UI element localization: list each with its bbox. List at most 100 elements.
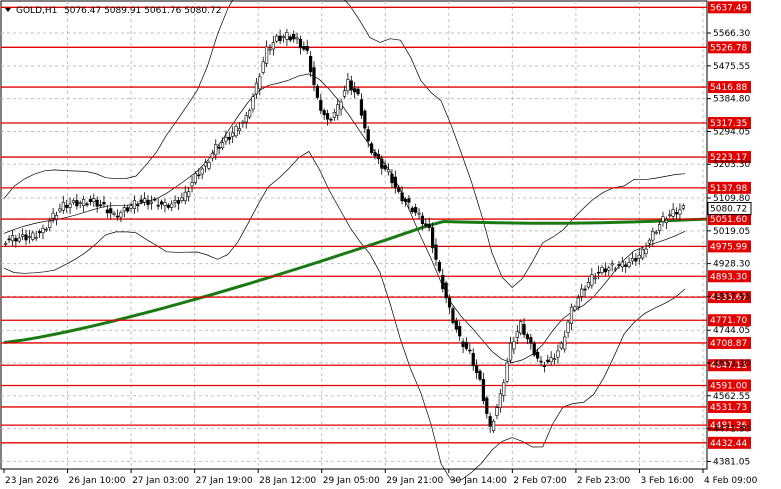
time-axis: 23 Jan 2026 26 Jan 10:00 27 Jan 03:00 27 Ja… bbox=[3, 469, 758, 486]
candle-body bbox=[597, 271, 601, 274]
candle-body bbox=[668, 214, 672, 217]
candle-body bbox=[37, 231, 42, 234]
candle-body bbox=[305, 45, 309, 51]
candle-body bbox=[278, 35, 282, 41]
candle-body bbox=[603, 268, 607, 273]
y-tick-label: 4928.30 bbox=[713, 260, 750, 270]
candle-body bbox=[85, 203, 89, 206]
level-label: 5317.35 bbox=[710, 119, 747, 129]
candle-body bbox=[98, 204, 103, 207]
candle-body bbox=[458, 326, 462, 337]
candle-body bbox=[244, 115, 248, 123]
candle-body bbox=[237, 128, 242, 132]
candle-body bbox=[312, 67, 316, 86]
candle-body bbox=[600, 267, 604, 273]
candle-body bbox=[370, 143, 374, 153]
candle-body bbox=[180, 197, 184, 201]
candle-body bbox=[139, 199, 143, 203]
x-tick-label: 27 Jan 19:00 bbox=[196, 476, 253, 486]
candle-body bbox=[92, 198, 96, 203]
candle-body bbox=[491, 420, 496, 431]
candle-body bbox=[613, 268, 618, 271]
candle-body bbox=[654, 231, 658, 234]
y-tick-label: 5203.30 bbox=[713, 160, 750, 170]
candle-body bbox=[478, 370, 482, 380]
candle-body bbox=[532, 342, 536, 356]
candle-body bbox=[112, 212, 116, 215]
candle-body bbox=[176, 200, 181, 204]
x-tick-label: 2 Feb 23:00 bbox=[577, 476, 631, 486]
candle-body bbox=[102, 201, 106, 205]
candle-body bbox=[153, 198, 157, 201]
candle-body bbox=[173, 200, 177, 203]
candle-body bbox=[590, 274, 594, 286]
candle-body bbox=[539, 360, 543, 363]
candle-body bbox=[203, 162, 208, 167]
level-label: 4591.00 bbox=[710, 382, 747, 392]
candle-body bbox=[207, 162, 211, 169]
moving-average bbox=[3, 217, 708, 344]
level-tag bbox=[708, 213, 751, 226]
candle-body bbox=[268, 48, 272, 51]
candle-body bbox=[254, 82, 259, 95]
candle-body bbox=[156, 204, 160, 207]
support-resistance-levels: 5637.49 5526.78 5416.88 5317.35 5223.17 5137.… bbox=[1, 1, 751, 449]
level-label: 5137.98 bbox=[710, 184, 747, 194]
level-tag bbox=[708, 359, 751, 372]
candle-body bbox=[65, 204, 69, 208]
candle-body bbox=[34, 236, 38, 239]
candle-body bbox=[512, 341, 516, 350]
candle-body bbox=[51, 212, 55, 219]
dropdown-icon[interactable] bbox=[5, 8, 11, 12]
candle-body bbox=[336, 104, 340, 116]
candle-body bbox=[271, 42, 275, 50]
y-tick-label: 5294.05 bbox=[713, 127, 750, 137]
x-tick-label: 28 Jan 12:00 bbox=[259, 476, 316, 486]
level-tag bbox=[708, 436, 751, 449]
level-label: 4432.44 bbox=[710, 439, 747, 449]
x-tick-label: 29 Jan 21:00 bbox=[386, 476, 443, 486]
candle-body bbox=[285, 32, 289, 40]
level-label: 5637.49 bbox=[710, 3, 747, 13]
level-label: 4708.87 bbox=[710, 339, 747, 349]
candle-body bbox=[129, 205, 133, 209]
candle-body bbox=[7, 238, 11, 241]
candle-body bbox=[353, 88, 357, 93]
candle-body bbox=[258, 76, 262, 90]
candle-body bbox=[641, 248, 645, 259]
grid bbox=[1, 1, 707, 469]
chart-header: GOLD,H1 5076.47 5089.91 5061.76 5080.72 bbox=[5, 6, 221, 16]
candle-body bbox=[78, 202, 82, 204]
candle-body bbox=[569, 306, 574, 324]
candle-body bbox=[241, 121, 245, 124]
candle-body bbox=[647, 239, 652, 244]
candle-body bbox=[17, 237, 21, 242]
candle-body bbox=[427, 223, 431, 228]
candle-body bbox=[136, 204, 140, 207]
candle-body bbox=[644, 248, 648, 254]
candle-body bbox=[536, 351, 540, 359]
candle-body bbox=[403, 199, 408, 202]
level-tag bbox=[708, 336, 751, 349]
level-tag bbox=[708, 400, 751, 413]
candle-body bbox=[386, 169, 391, 173]
candle-body bbox=[495, 407, 499, 416]
candle-body bbox=[373, 152, 377, 157]
candle-body bbox=[363, 110, 367, 129]
candle-body bbox=[122, 207, 126, 212]
candle-body bbox=[54, 215, 59, 220]
candle-body bbox=[529, 337, 533, 344]
lower-band bbox=[3, 150, 686, 481]
candle-body bbox=[444, 282, 448, 299]
candle-body bbox=[166, 204, 170, 208]
candle-body bbox=[126, 207, 130, 212]
level-tag bbox=[708, 291, 751, 304]
level-tag bbox=[708, 419, 751, 432]
candle-body bbox=[325, 113, 330, 120]
candle-body bbox=[424, 223, 428, 226]
candle-body bbox=[627, 262, 631, 267]
ohlc-readout: 5076.47 5089.91 5061.76 5080.72 bbox=[64, 6, 221, 16]
candle-body bbox=[309, 55, 313, 73]
level-tag bbox=[708, 81, 751, 94]
